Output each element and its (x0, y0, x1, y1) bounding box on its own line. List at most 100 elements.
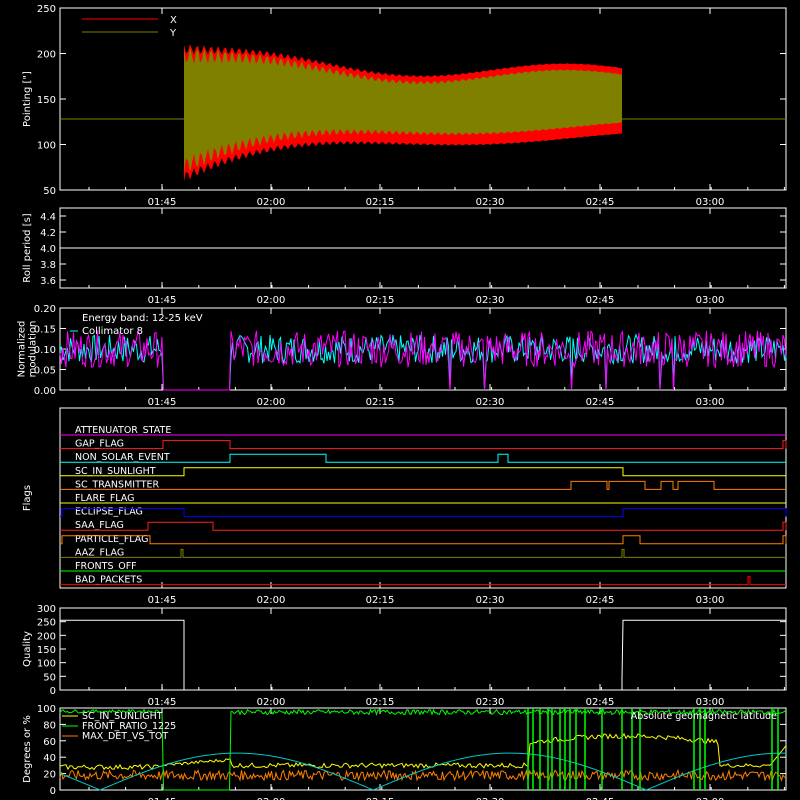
y-tick-label: 0.10 (34, 345, 56, 356)
y-tick-label: 100 (37, 704, 56, 715)
y-axis-title-modulation: Normalized (17, 321, 28, 378)
y-tick-label: 250 (37, 4, 56, 15)
flag-trace-particle-flag (60, 535, 787, 545)
y-axis-title-flags: Flags (22, 485, 33, 511)
y-tick-label: 0.05 (34, 366, 56, 377)
y-tick-label: 60 (43, 737, 56, 748)
series-sc-in-sunlight (59, 732, 787, 771)
x-tick-label: 02:15 (366, 595, 395, 606)
flag-label-non-solar-event: NON_SOLAR_EVENT (75, 452, 170, 463)
flag-label-particle-flag: PARTICLE_FLAG (75, 534, 148, 545)
x-tick-label: 02:00 (257, 295, 286, 306)
y-tick-label: 150 (37, 645, 56, 656)
y-tick-label: 0 (50, 686, 56, 697)
x-tick-label: 01:45 (148, 797, 177, 800)
flag-trace-saa-flag (60, 521, 787, 531)
x-tick-label: 02:45 (586, 295, 615, 306)
legend-label-y: Y (169, 28, 177, 39)
flag-trace-non-solar-event (60, 453, 786, 463)
x-tick-label: 01:45 (148, 397, 177, 408)
y-axis-title-quality: Quality (22, 631, 33, 667)
y-tick-label: 0 (50, 786, 56, 797)
y-tick-label: 3.8 (40, 260, 56, 271)
y-tick-label: 80 (43, 720, 56, 731)
series-max-det-vs-tot (59, 768, 787, 782)
quality-trace (60, 619, 786, 691)
x-tick-label: 02:30 (476, 595, 505, 606)
y-tick-label: 3.6 (40, 276, 56, 287)
panel-frame-5 (59, 707, 787, 791)
x-tick-label: 01:45 (148, 197, 177, 208)
y-tick-label: 200 (37, 50, 56, 61)
x-tick-label: 03:00 (696, 595, 725, 606)
y-tick-label: 100 (37, 659, 56, 670)
y-tick-label: 4.4 (40, 212, 56, 223)
x-tick-label: 02:15 (366, 295, 395, 306)
x-tick-label: 02:30 (476, 797, 505, 800)
y-tick-label: 250 (37, 618, 56, 629)
flag-label-eclipse-flag: ECLIPSE_FLAG (75, 507, 143, 518)
series-magenta (59, 329, 787, 391)
x-tick-label: 01:45 (148, 295, 177, 306)
x-tick-label: 02:15 (366, 197, 395, 208)
y-tick-label: 200 (37, 631, 56, 642)
x-tick-label: 02:15 (366, 397, 395, 408)
legend-label-x: X (170, 15, 177, 26)
y-tick-label: 0.15 (34, 325, 56, 336)
x-tick-label: 03:00 (696, 197, 725, 208)
energy-band-annotation: Energy band: 12-25 keV (82, 313, 203, 324)
y-tick-label: 20 (43, 770, 56, 781)
flag-label-saa-flag: SAA_FLAG (75, 520, 124, 531)
legend-label-collimator-8: Collimator 8 (82, 326, 143, 337)
flag-trace-gap-flag (60, 440, 787, 450)
y-tick-label: 4.0 (40, 244, 56, 255)
x-tick-label: 02:45 (586, 197, 615, 208)
x-tick-label: 03:00 (696, 697, 725, 708)
flag-trace-eclipse-flag (60, 508, 787, 518)
x-tick-label: 02:30 (476, 397, 505, 408)
y-tick-label: 150 (37, 95, 56, 106)
y-tick-label: 50 (43, 672, 56, 683)
y-axis-title-roll-period: Roll period [s] (22, 213, 33, 282)
x-tick-label: 02:15 (366, 797, 395, 800)
flag-label-flare-flag: FLARE_FLAG (75, 493, 135, 504)
series-front-ratio-1225 (59, 708, 787, 791)
x-tick-label: 02:00 (257, 697, 286, 708)
x-tick-label: 02:30 (476, 697, 505, 708)
x-tick-label: 02:30 (476, 197, 505, 208)
flag-trace-aaz-flag (60, 548, 786, 558)
x-tick-label: 02:00 (257, 595, 286, 606)
geomagnetic-latitude-annotation: Absolute geomagnetic latitude (631, 711, 777, 722)
legend-label-max-det-vs-tot: MAX_DET_VS_TOT (82, 731, 168, 742)
flag-label-attenuator-state: ATTENUATOR_STATE (75, 425, 171, 436)
flag-label-sc-transmitter: SC_TRANSMITTER (75, 479, 160, 490)
x-tick-label: 02:30 (476, 295, 505, 306)
x-tick-label: 02:00 (257, 197, 286, 208)
series-y-band (184, 47, 622, 174)
x-tick-label: 02:45 (586, 595, 615, 606)
flag-label-sc-in-sunlight: SC_IN_SUNLIGHT (75, 466, 156, 477)
x-tick-label: 02:00 (257, 797, 286, 800)
y-tick-label: 50 (43, 186, 56, 197)
flag-label-aaz-flag: AAZ_FLAG (75, 547, 124, 558)
x-tick-label: 02:45 (586, 697, 615, 708)
y-axis-title-pointing: Pointing ["] (22, 71, 33, 127)
y-tick-label: 300 (37, 604, 56, 615)
x-tick-label: 03:00 (696, 797, 725, 800)
flag-trace-bad-packets (60, 576, 786, 586)
flag-label-fronts-off: FRONTS_OFF (75, 561, 137, 572)
y-tick-label: 0.00 (34, 386, 56, 397)
y-tick-label: 100 (37, 141, 56, 152)
y-tick-label: 40 (43, 753, 56, 764)
series-geomagnetic-latitude (59, 752, 787, 791)
x-tick-label: 02:45 (586, 397, 615, 408)
x-tick-label: 03:00 (696, 295, 725, 306)
panel-frame-3 (59, 407, 787, 589)
y-axis-title-degrees: Degrees or % (22, 715, 33, 783)
flag-label-gap-flag: GAP_FLAG (75, 439, 124, 450)
x-tick-label: 01:45 (148, 595, 177, 606)
x-tick-label: 02:45 (586, 797, 615, 800)
flag-label-bad-packets: BAD_PACKETS (75, 575, 142, 586)
x-tick-label: 02:15 (366, 697, 395, 708)
